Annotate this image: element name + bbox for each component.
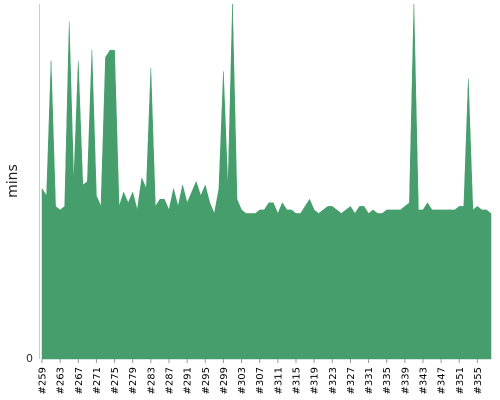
x-tick-label: #355: [473, 367, 484, 394]
area-fill: [41, 3, 492, 360]
x-tick-label: #343: [418, 367, 429, 394]
y-tick-label-0: 0: [26, 352, 33, 365]
x-tick-label: #311: [273, 367, 284, 394]
x-tick-label: #259: [38, 367, 49, 394]
x-tick-label: #283: [146, 367, 157, 394]
x-tick-label: #291: [183, 367, 194, 394]
x-tick-label: #271: [92, 367, 103, 394]
x-tick-label: #299: [219, 367, 230, 394]
x-tick-label: #287: [164, 367, 175, 394]
x-tick-label: #331: [364, 367, 375, 394]
x-tick-label: #351: [455, 367, 466, 394]
x-tick-label: #327: [346, 367, 357, 394]
area-series: [41, 3, 492, 360]
x-tick-label: #319: [310, 367, 321, 394]
x-tick-label: #267: [74, 367, 85, 394]
x-tick-label: #307: [255, 367, 266, 394]
x-tick-label: #263: [56, 367, 67, 394]
x-tick-label: #347: [437, 367, 448, 394]
x-tick-label: #323: [328, 367, 339, 394]
x-tick-label: #335: [382, 367, 393, 394]
x-tick-label: #279: [128, 367, 139, 394]
x-tick-label: #275: [110, 367, 121, 394]
x-tick-label: #295: [201, 367, 212, 394]
y-axis-title: mins: [5, 164, 21, 198]
x-tick-label: #315: [291, 367, 302, 394]
x-tick-label: #339: [400, 367, 411, 394]
x-axis: #259 #263 #267 #271 #275 #279 #283 #287 #291 #295…: [38, 359, 484, 394]
x-tick-label: #303: [237, 367, 248, 394]
